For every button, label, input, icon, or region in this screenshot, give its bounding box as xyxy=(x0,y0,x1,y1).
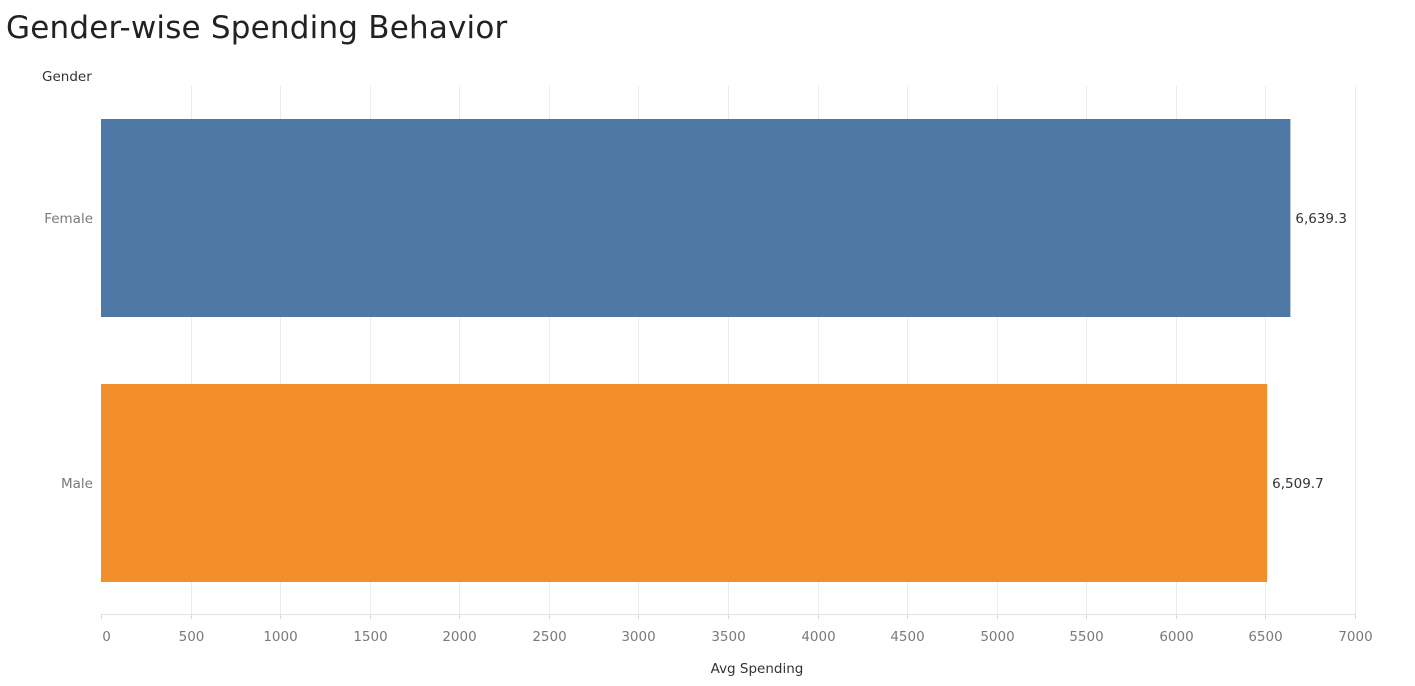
data-labels: 6,639.3 6,509.7 xyxy=(1272,211,1347,492)
x-tick-label: 5000 xyxy=(980,629,1014,645)
x-tick-label: 4500 xyxy=(890,629,924,645)
data-label: 6,509.7 xyxy=(1272,476,1324,492)
data-label: 6,639.3 xyxy=(1295,211,1347,227)
x-tick-label: 1500 xyxy=(353,629,387,645)
bar-male[interactable] xyxy=(101,384,1268,582)
category-labels: Female Male xyxy=(44,211,93,492)
x-tick-label: 3500 xyxy=(711,629,745,645)
x-tick-label: 1000 xyxy=(263,629,297,645)
x-tick-label: 6500 xyxy=(1248,629,1282,645)
category-axis-title: Gender xyxy=(42,69,92,85)
x-tick-label: 6000 xyxy=(1159,629,1193,645)
x-tick-label: 7000 xyxy=(1338,629,1372,645)
category-label: Female xyxy=(44,211,93,227)
chart-title: Gender-wise Spending Behavior xyxy=(6,10,508,46)
x-tick-label: 5500 xyxy=(1069,629,1103,645)
x-axis: 0 500 1000 1500 2000 2500 3000 3500 4000 4500 5000… xyxy=(101,614,1373,645)
category-label: Male xyxy=(61,476,93,492)
x-tick-label: 3000 xyxy=(621,629,655,645)
x-tick-label: 4000 xyxy=(801,629,835,645)
bars xyxy=(101,119,1291,582)
x-tick-label: 2500 xyxy=(532,629,566,645)
x-tick-label: 500 xyxy=(179,629,205,645)
bar-female[interactable] xyxy=(101,119,1291,317)
x-axis-title: Avg Spending xyxy=(711,661,804,677)
x-tick-label: 0 xyxy=(102,629,111,645)
x-tick-label: 2000 xyxy=(442,629,476,645)
